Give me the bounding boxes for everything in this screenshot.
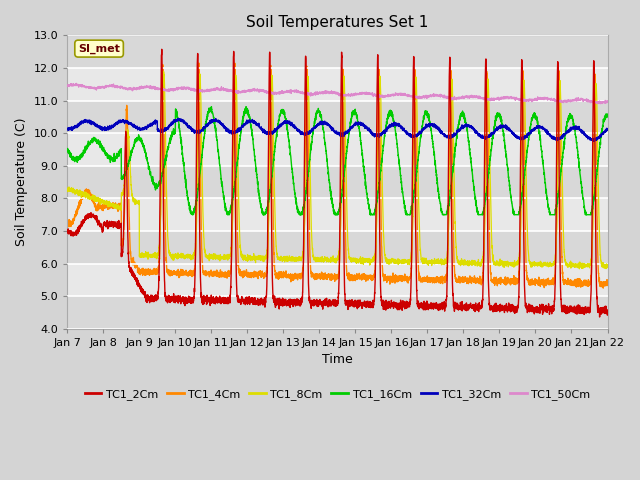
Text: SI_met: SI_met (78, 44, 120, 54)
Y-axis label: Soil Temperature (C): Soil Temperature (C) (15, 118, 28, 246)
Legend: TC1_2Cm, TC1_4Cm, TC1_8Cm, TC1_16Cm, TC1_32Cm, TC1_50Cm: TC1_2Cm, TC1_4Cm, TC1_8Cm, TC1_16Cm, TC1… (80, 384, 595, 404)
Bar (67, 231, 607, 264)
Title: Soil Temperatures Set 1: Soil Temperatures Set 1 (246, 15, 429, 30)
Bar (67, 296, 607, 329)
Bar (67, 36, 607, 68)
Bar (67, 166, 607, 198)
Bar (67, 100, 607, 133)
X-axis label: Time: Time (322, 353, 353, 366)
